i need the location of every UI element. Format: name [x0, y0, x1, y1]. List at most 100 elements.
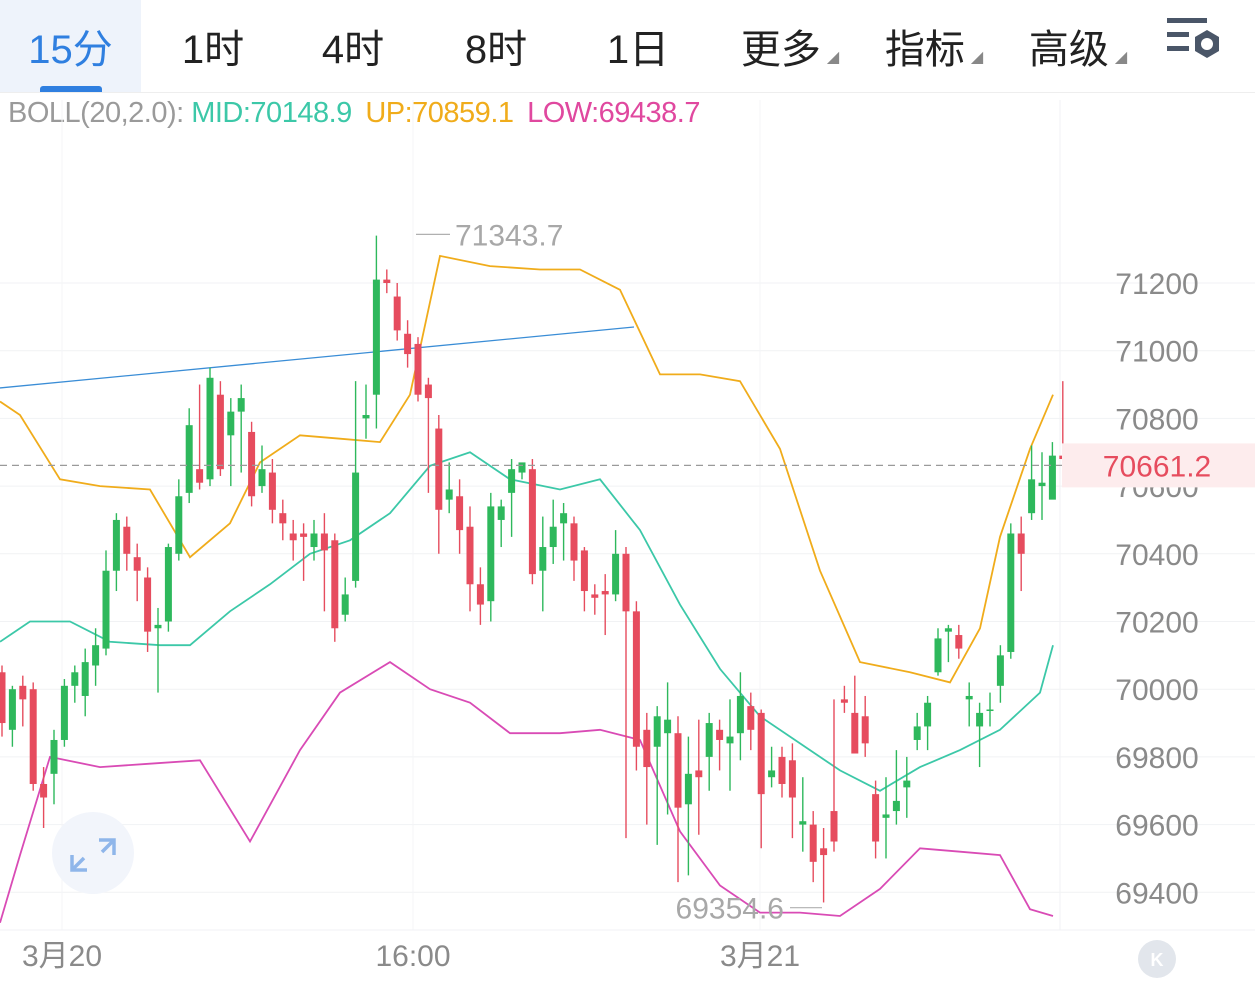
candle-body: [112, 519, 120, 571]
candle: [528, 459, 536, 585]
candle: [570, 516, 578, 581]
candle: [393, 283, 401, 341]
candle-body: [736, 695, 744, 734]
candle-body: [518, 462, 526, 473]
tab-4h[interactable]: 4时: [305, 0, 401, 92]
candle-body: [50, 739, 58, 774]
candle-body: [71, 672, 79, 686]
candle: [362, 384, 370, 439]
candle-body: [1048, 455, 1056, 500]
candle-body: [705, 723, 713, 757]
candle-body: [601, 591, 609, 595]
candle-body: [965, 695, 973, 700]
candle: [258, 445, 266, 493]
candle: [424, 377, 432, 493]
candle: [768, 746, 776, 788]
candle: [809, 811, 817, 883]
candle-body: [768, 770, 776, 778]
tab-label: 8时: [464, 28, 528, 72]
candle-body: [903, 780, 911, 788]
current-price-tag: [1062, 443, 1255, 488]
indicator-lines: [0, 254, 1054, 924]
candle: [955, 624, 963, 659]
candle: [892, 750, 900, 825]
tab-label: 1日: [606, 28, 670, 72]
candle-body: [92, 645, 100, 666]
candle-body: [528, 469, 536, 575]
kline-mode-button[interactable]: K: [1138, 940, 1176, 978]
candle: [539, 516, 547, 612]
tab-label: 高级: [1028, 28, 1109, 72]
candle-body: [944, 628, 952, 632]
tab-advanced-dropdown[interactable]: 高级 ◢: [1016, 0, 1140, 92]
candle-body: [123, 526, 131, 554]
candle: [456, 479, 464, 554]
tab-indicators-dropdown[interactable]: 指标 ◢: [872, 0, 996, 92]
tab-1h[interactable]: 1时: [165, 0, 261, 92]
candle-body: [632, 611, 640, 747]
candle: [580, 547, 588, 612]
chart-settings-icon[interactable]: [1163, 10, 1229, 66]
fullscreen-button[interactable]: [52, 812, 134, 894]
candle: [352, 381, 360, 588]
candle: [320, 513, 328, 612]
candle: [560, 503, 568, 561]
x-tick-label: 16:00: [375, 940, 450, 971]
candle-body: [497, 506, 505, 520]
candle-body: [840, 699, 848, 703]
tab-8h[interactable]: 8时: [448, 0, 544, 92]
candles: [0, 235, 1067, 903]
active-tab-indicator: [39, 86, 102, 92]
candle: [331, 533, 339, 642]
candle-body: [955, 635, 963, 649]
candle: [965, 682, 973, 727]
candle-body: [664, 719, 672, 734]
candle: [289, 519, 297, 561]
boll-indicator-legend: BOLL(20,2.0): MID:70148.9 UP:70859.1 LOW…: [8, 97, 706, 130]
candle-body: [612, 553, 620, 595]
tab-15m[interactable]: 15分: [0, 0, 141, 92]
candle-body: [0, 672, 6, 724]
y-tick-label: 70000: [1115, 674, 1198, 707]
candle-body: [996, 655, 1004, 686]
candle-body: [986, 709, 994, 712]
candle-body: [216, 394, 224, 470]
candle-body: [788, 760, 796, 798]
candle-body: [393, 296, 401, 331]
svg-text:K: K: [1151, 950, 1164, 970]
candle: [840, 685, 848, 713]
candle: [903, 756, 911, 818]
candle: [851, 675, 859, 754]
candle-body: [778, 756, 786, 784]
candle-body: [206, 377, 214, 480]
candle-body: [196, 469, 204, 483]
candle: [123, 516, 131, 571]
header-divider: [0, 92, 1255, 93]
candle-body: [404, 333, 412, 355]
candle: [799, 777, 807, 852]
candle-body: [809, 824, 817, 862]
candle: [29, 682, 37, 791]
candle: [872, 780, 880, 859]
candle-body: [8, 689, 16, 730]
candle: [185, 408, 193, 504]
candle: [60, 679, 68, 747]
candle: [237, 384, 245, 473]
candle: [164, 543, 172, 632]
candle-body: [549, 526, 557, 548]
candle-body: [913, 726, 921, 740]
candle-body: [476, 584, 484, 605]
tab-more-dropdown[interactable]: 更多 ◢: [728, 0, 852, 92]
candle-body: [851, 712, 859, 754]
tab-1d[interactable]: 1日: [590, 0, 686, 92]
candle: [924, 695, 932, 751]
candle-body: [892, 800, 900, 812]
candle-body: [716, 729, 724, 740]
candle: [8, 685, 16, 747]
candle: [632, 601, 640, 771]
candle: [549, 499, 557, 564]
candle: [1017, 516, 1025, 592]
candle: [445, 462, 453, 514]
candle-body: [60, 685, 68, 740]
